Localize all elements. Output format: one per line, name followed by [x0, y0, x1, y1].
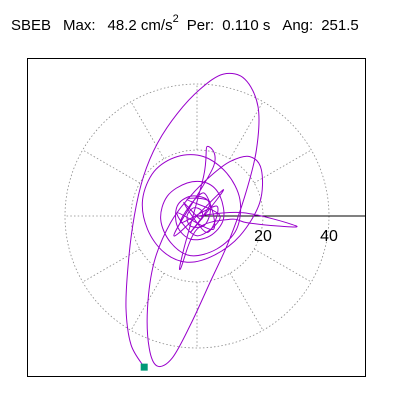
radial-tick-label-40: 40	[320, 228, 338, 245]
motion-trace	[125, 72, 298, 368]
radial-axis: 20 40	[197, 215, 366, 245]
period-label: Per:	[186, 17, 215, 34]
period-value: 0.110 s	[222, 17, 271, 34]
grid-spoke-210	[82, 248, 141, 283]
end-point-marker	[140, 363, 148, 371]
motion-trace-line	[125, 72, 298, 368]
end-marker-layer	[140, 363, 148, 371]
angle-value: 251.5	[321, 17, 359, 34]
max-unit-superscript: 2	[172, 13, 179, 25]
max-label: Max:	[63, 17, 96, 34]
plot-frame	[27, 58, 366, 377]
radial-tick-label-20: 20	[254, 228, 272, 245]
angle-label: Ang:	[282, 17, 314, 34]
station-code: SBEB	[11, 17, 52, 34]
grid-spoke-330	[253, 248, 312, 283]
max-value: 48.2	[107, 17, 137, 34]
grid-spoke-300	[229, 272, 264, 331]
grid-spoke-120	[130, 101, 165, 160]
grid-spoke-150	[82, 149, 141, 184]
max-unit: cm/s	[140, 17, 173, 34]
chart-header: SBEB Max: 48.2 cm/s2 Per: 0.110 s Ang: 251.5	[11, 13, 359, 36]
